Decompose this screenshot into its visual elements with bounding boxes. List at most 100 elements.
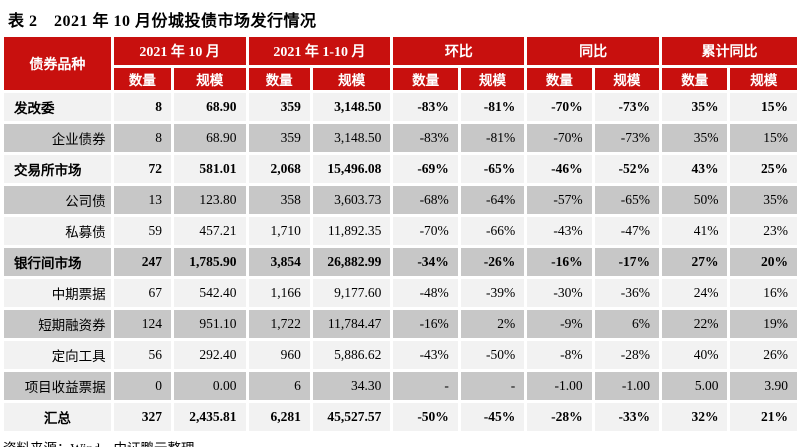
value-cell: 1,166 bbox=[248, 279, 310, 307]
subheader-scale: 规模 bbox=[312, 68, 391, 90]
table-row: 企业债券 8 68.90 359 3,148.50 -83% -81% -70% -73% 35%… bbox=[4, 124, 797, 152]
value-cell: 247 bbox=[113, 248, 172, 276]
value-cell: 19% bbox=[730, 310, 797, 338]
table-row: 公司债 13 123.80 358 3,603.73 -68% -64% -57% -65% 50… bbox=[4, 186, 797, 214]
subheader-scale: 规模 bbox=[174, 68, 246, 90]
bond-type-cell: 汇总 bbox=[4, 403, 111, 431]
value-cell: -65% bbox=[460, 155, 525, 183]
value-cell: 43% bbox=[662, 155, 728, 183]
value-cell: -43% bbox=[527, 217, 592, 245]
value-cell: 960 bbox=[248, 341, 310, 369]
value-cell: -69% bbox=[393, 155, 458, 183]
bond-type-cell: 交易所市场 bbox=[4, 155, 111, 183]
value-cell: 72 bbox=[113, 155, 172, 183]
table-row: 汇总 327 2,435.81 6,281 45,527.57 -50% -45% -28% -… bbox=[4, 403, 797, 431]
value-cell: 0.00 bbox=[174, 372, 246, 400]
value-cell: 3,148.50 bbox=[312, 93, 391, 121]
value-cell: - bbox=[460, 372, 525, 400]
table-row: 交易所市场 72 581.01 2,068 15,496.08 -69% -65% -46% -… bbox=[4, 155, 797, 183]
value-cell: -50% bbox=[460, 341, 525, 369]
bond-type-cell: 中期票据 bbox=[4, 279, 111, 307]
value-cell: 40% bbox=[662, 341, 728, 369]
value-cell: -66% bbox=[460, 217, 525, 245]
value-cell: -17% bbox=[594, 248, 660, 276]
column-group-yoy: 同比 bbox=[527, 37, 660, 65]
value-cell: 21% bbox=[730, 403, 797, 431]
value-cell: 35% bbox=[730, 186, 797, 214]
subheader-count: 数量 bbox=[527, 68, 592, 90]
table-title: 表 2 2021 年 10 月份城投债市场发行情况 bbox=[8, 13, 317, 30]
value-cell: -9% bbox=[527, 310, 592, 338]
value-cell: 16% bbox=[730, 279, 797, 307]
bond-type-cell: 企业债券 bbox=[4, 124, 111, 152]
value-cell: 6,281 bbox=[248, 403, 310, 431]
value-cell: -52% bbox=[594, 155, 660, 183]
value-cell: 358 bbox=[248, 186, 310, 214]
value-cell: 68.90 bbox=[174, 124, 246, 152]
value-cell: 15% bbox=[730, 93, 797, 121]
subheader-count: 数量 bbox=[393, 68, 458, 90]
bond-type-cell: 公司债 bbox=[4, 186, 111, 214]
value-cell: 11,892.35 bbox=[312, 217, 391, 245]
value-cell: 68.90 bbox=[174, 93, 246, 121]
value-cell: 123.80 bbox=[174, 186, 246, 214]
value-cell: 35% bbox=[662, 124, 728, 152]
value-cell: 359 bbox=[248, 124, 310, 152]
value-cell: 1,710 bbox=[248, 217, 310, 245]
value-cell: 45,527.57 bbox=[312, 403, 391, 431]
value-cell: 11,784.47 bbox=[312, 310, 391, 338]
value-cell: 1,722 bbox=[248, 310, 310, 338]
column-group-cumulative-yoy: 累计同比 bbox=[662, 37, 797, 65]
table-row: 定向工具 56 292.40 960 5,886.62 -43% -50% -8% -28% 40… bbox=[4, 341, 797, 369]
value-cell: 35% bbox=[662, 93, 728, 121]
value-cell: -36% bbox=[594, 279, 660, 307]
value-cell: -47% bbox=[594, 217, 660, 245]
value-cell: 3.90 bbox=[730, 372, 797, 400]
value-cell: 9,177.60 bbox=[312, 279, 391, 307]
table-header: 债券品种 2021 年 10 月 2021 年 1-10 月 环比 同比 累计同… bbox=[4, 37, 797, 90]
value-cell: -30% bbox=[527, 279, 592, 307]
value-cell: 59 bbox=[113, 217, 172, 245]
value-cell: -48% bbox=[393, 279, 458, 307]
value-cell: 3,603.73 bbox=[312, 186, 391, 214]
value-cell: 25% bbox=[730, 155, 797, 183]
value-cell: -46% bbox=[527, 155, 592, 183]
value-cell: 581.01 bbox=[174, 155, 246, 183]
subheader-scale: 规模 bbox=[594, 68, 660, 90]
value-cell: -81% bbox=[460, 93, 525, 121]
value-cell: 22% bbox=[662, 310, 728, 338]
value-cell: 24% bbox=[662, 279, 728, 307]
value-cell: 20% bbox=[730, 248, 797, 276]
column-group-row: 债券品种 2021 年 10 月 2021 年 1-10 月 环比 同比 累计同… bbox=[4, 37, 797, 90]
subheader-scale: 规模 bbox=[460, 68, 525, 90]
subheader-count: 数量 bbox=[248, 68, 310, 90]
value-cell: -28% bbox=[527, 403, 592, 431]
corner-header-bond-type: 债券品种 bbox=[4, 37, 111, 90]
value-cell: 292.40 bbox=[174, 341, 246, 369]
value-cell: -1.00 bbox=[527, 372, 592, 400]
value-cell: 23% bbox=[730, 217, 797, 245]
value-cell: 3,854 bbox=[248, 248, 310, 276]
value-cell: 27% bbox=[662, 248, 728, 276]
value-cell: 6 bbox=[248, 372, 310, 400]
value-cell: 34.30 bbox=[312, 372, 391, 400]
value-cell: -33% bbox=[594, 403, 660, 431]
value-cell: 50% bbox=[662, 186, 728, 214]
value-cell: 8 bbox=[113, 93, 172, 121]
bond-type-cell: 定向工具 bbox=[4, 341, 111, 369]
value-cell: 8 bbox=[113, 124, 172, 152]
source-note: 资料来源：Wind，中证鹏元整理 bbox=[0, 434, 803, 447]
value-cell: 67 bbox=[113, 279, 172, 307]
table-row: 私募债 59 457.21 1,710 11,892.35 -70% -66% -43% -47… bbox=[4, 217, 797, 245]
value-cell: 32% bbox=[662, 403, 728, 431]
subcolumn-row: 数量 规模 数量 规模 数量 规模 数量 规模 数量 规模 bbox=[4, 68, 797, 90]
bond-type-cell: 短期融资券 bbox=[4, 310, 111, 338]
value-cell: -83% bbox=[393, 124, 458, 152]
value-cell: -70% bbox=[393, 217, 458, 245]
value-cell: 15% bbox=[730, 124, 797, 152]
value-cell: 5.00 bbox=[662, 372, 728, 400]
value-cell: 6% bbox=[594, 310, 660, 338]
table-row: 短期融资券 124 951.10 1,722 11,784.47 -16% 2% -9% 6% 2… bbox=[4, 310, 797, 338]
column-group-jan-oct-2021: 2021 年 1-10 月 bbox=[248, 37, 391, 65]
subheader-scale: 规模 bbox=[730, 68, 797, 90]
